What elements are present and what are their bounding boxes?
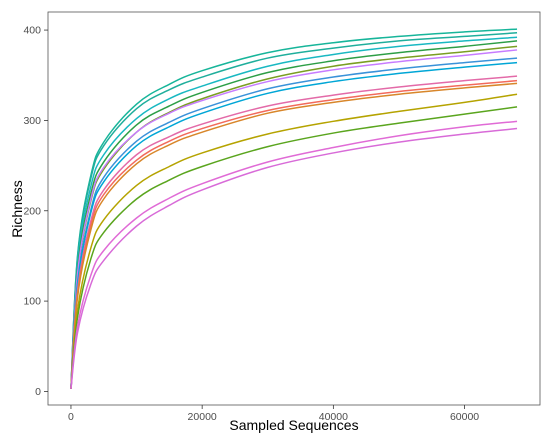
plot-area [47,11,541,406]
x-tick-label: 20000 [188,411,217,423]
series-line-10 [70,79,518,389]
series-line-12 [70,93,518,389]
series-line-9 [70,75,518,389]
series-line-4 [70,40,518,389]
y-tick-label: 0 [35,386,41,398]
plot-frame [47,11,541,406]
series-line-3 [70,36,518,389]
series-line-11 [70,82,518,389]
series-line-8 [70,61,518,389]
series-line-13 [70,106,518,389]
x-tick-label: 0 [68,411,74,423]
y-tick-label: 300 [23,115,41,127]
axes-layer: 0 20000 40000 60000 0 100 200 300 400 [23,25,479,423]
series-layer [70,28,518,389]
y-tick-label: 100 [23,296,41,308]
x-tick-label: 60000 [450,411,479,423]
y-tick-label: 400 [23,25,41,37]
series-line-6 [70,49,518,389]
y-tick-label: 200 [23,205,41,217]
x-axis-title: Sampled Sequences [229,417,358,433]
series-line-14 [70,120,518,389]
series-line-2 [70,32,518,389]
y-axis-title: Richness [9,180,25,238]
x-tick-label: 40000 [319,411,348,423]
series-line-15 [70,127,518,389]
